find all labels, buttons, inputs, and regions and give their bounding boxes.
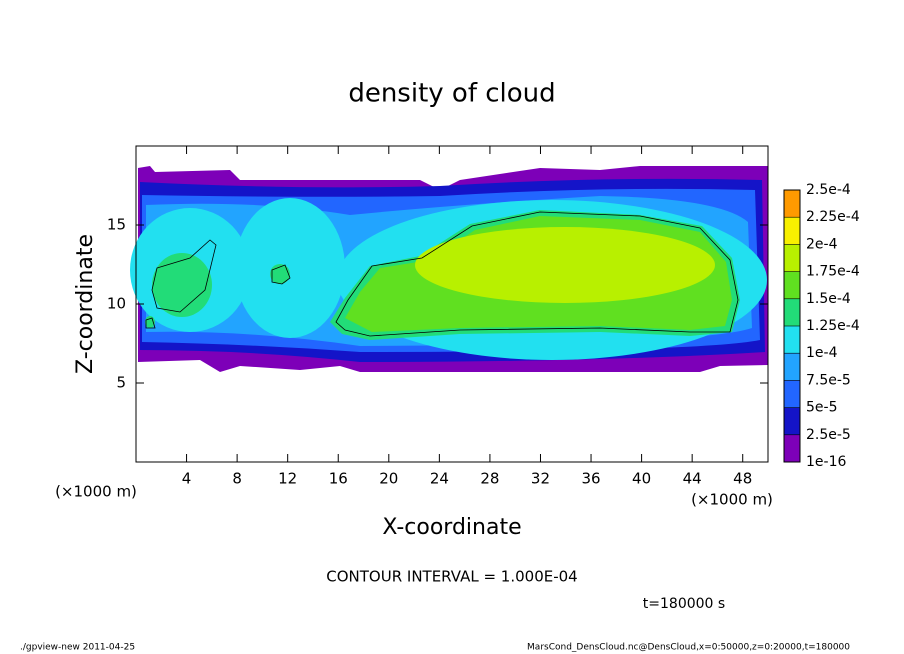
x-tick-label: 40: [632, 470, 651, 488]
x-tick-label: 36: [581, 470, 600, 488]
colorbar-label: 1e-16: [806, 454, 846, 470]
colorbar-label: 2.5e-5: [806, 427, 851, 443]
x-axis-label: X-coordinate: [382, 515, 521, 540]
x-tick-label: 16: [329, 470, 348, 488]
contour-fill: [415, 227, 715, 303]
colorbar-band: [784, 380, 800, 408]
colorbar-label: 1.5e-4: [806, 291, 851, 307]
y-tick-label: 15: [107, 216, 126, 234]
x-tick-label: 44: [683, 470, 702, 488]
colorbar-label: 7.5e-5: [806, 372, 851, 388]
x-tick-label: 8: [232, 470, 242, 488]
colorbar-label: 1e-4: [806, 345, 838, 361]
colorbar-band: [784, 353, 800, 381]
colorbar-band: [784, 434, 800, 462]
colorbar-band: [784, 190, 800, 218]
field: [130, 166, 768, 372]
colorbar-label: 5e-5: [806, 400, 837, 416]
y-tick-label: 5: [116, 374, 126, 392]
y-unit: (×1000 m): [55, 483, 137, 501]
contour-line: [145, 211, 739, 337]
colorbar-band: [784, 271, 800, 299]
x-tick-label: 24: [430, 470, 449, 488]
colorbar-band: [784, 217, 800, 245]
x-tick-label: 28: [480, 470, 499, 488]
colorbar-label: 2.5e-4: [806, 182, 851, 198]
colorbar-band: [784, 298, 800, 326]
x-tick-label: 20: [379, 470, 398, 488]
y-tick-label: 10: [107, 295, 126, 313]
time-label: t=180000 s: [643, 596, 725, 612]
y-axis-label: Z-coordinate: [73, 234, 98, 374]
x-tick-label: 12: [278, 470, 297, 488]
x-unit: (×1000 m): [691, 491, 773, 509]
chart-title: density of cloud: [348, 79, 555, 109]
footer-left: ./gpview-new 2011-04-25: [20, 643, 135, 653]
x-tick-label: 48: [733, 470, 752, 488]
footer-right: MarsCond_DensCloud.nc@DensCloud,x=0:5000…: [527, 643, 850, 653]
contour-fill: [235, 198, 345, 338]
contour-fill: [152, 253, 212, 317]
colorbar-label: 2.25e-4: [806, 209, 860, 225]
colorbar-label: 1.75e-4: [806, 264, 860, 280]
contour-interval: CONTOUR INTERVAL = 1.000E-04: [326, 568, 577, 586]
x-tick-label: 4: [182, 470, 192, 488]
colorbar-label: 1.25e-4: [806, 318, 860, 334]
colorbar-band: [784, 244, 800, 272]
colorbar-band: [784, 326, 800, 354]
x-tick-label: 32: [531, 470, 550, 488]
colorbar-band: [784, 407, 800, 435]
colorbar-label: 2e-4: [806, 236, 838, 252]
